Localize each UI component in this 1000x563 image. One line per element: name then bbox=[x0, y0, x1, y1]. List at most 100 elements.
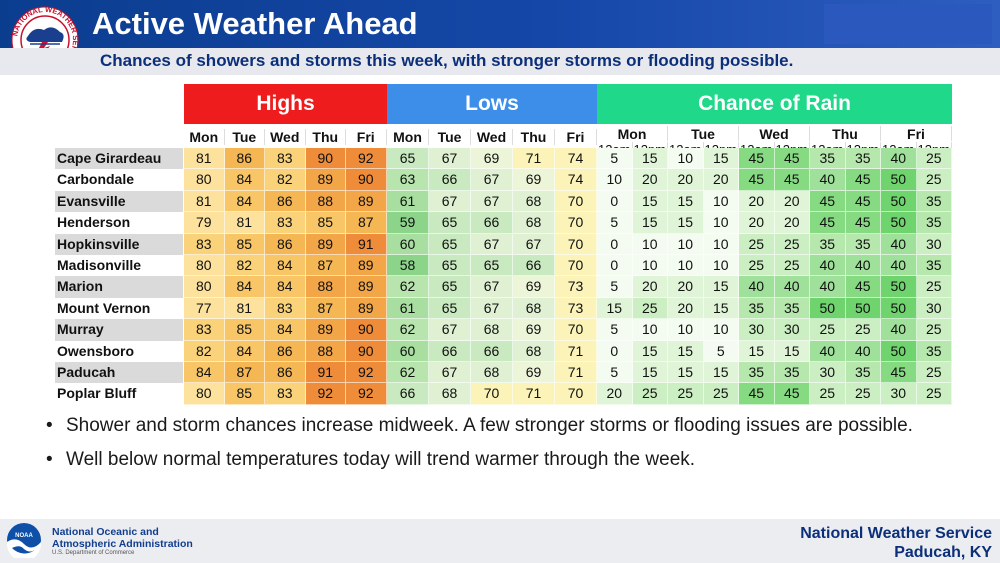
rain-value: 35 bbox=[810, 233, 846, 255]
low-value: 65 bbox=[429, 255, 471, 277]
low-value: 70 bbox=[471, 383, 513, 405]
rain-value: 45 bbox=[739, 169, 775, 191]
rain-value: 25 bbox=[810, 383, 846, 405]
high-value: 85 bbox=[305, 212, 346, 234]
rain-value: 45 bbox=[774, 169, 810, 191]
rain-value: 25 bbox=[739, 233, 775, 255]
noaa-dept: U.S. Department of Commerce bbox=[52, 550, 135, 556]
rain-value: 10 bbox=[632, 255, 668, 277]
high-value: 89 bbox=[305, 233, 346, 255]
rain-value: 40 bbox=[739, 276, 775, 298]
rain-value: 20 bbox=[774, 190, 810, 213]
city-name: Evansville bbox=[55, 190, 183, 213]
lows-day-header: Fri bbox=[555, 129, 597, 145]
high-value: 87 bbox=[305, 297, 346, 320]
rain-value: 20 bbox=[774, 212, 810, 234]
low-value: 68 bbox=[471, 319, 513, 341]
high-value: 84 bbox=[265, 255, 306, 277]
high-value: 85 bbox=[224, 383, 265, 405]
rain-value: 40 bbox=[845, 340, 881, 362]
rain-value: 25 bbox=[845, 319, 881, 341]
rain-value: 0 bbox=[597, 340, 633, 362]
rain-value: 40 bbox=[774, 276, 810, 298]
high-value: 83 bbox=[265, 383, 306, 405]
rain-value: 10 bbox=[703, 319, 739, 341]
low-value: 66 bbox=[513, 255, 555, 277]
city-name: Hopkinsville bbox=[55, 233, 183, 255]
rain-value: 25 bbox=[632, 383, 668, 405]
noaa-name: National Oceanic and Atmospheric Adminis… bbox=[52, 526, 193, 550]
rain-value: 40 bbox=[881, 148, 917, 170]
highs-day-header: Wed bbox=[265, 129, 306, 145]
high-value: 91 bbox=[346, 233, 387, 255]
high-value: 82 bbox=[224, 255, 265, 277]
rain-value: 40 bbox=[810, 255, 846, 277]
low-value: 60 bbox=[387, 233, 429, 255]
rain-value: 50 bbox=[881, 276, 917, 298]
rain-value: 15 bbox=[668, 362, 704, 384]
header-accent-box bbox=[824, 4, 992, 44]
low-value: 70 bbox=[555, 212, 597, 234]
rain-value: 40 bbox=[810, 340, 846, 362]
high-value: 89 bbox=[346, 190, 387, 213]
lows-day-header: Mon bbox=[387, 129, 429, 145]
rain-value: 0 bbox=[597, 190, 633, 213]
high-value: 85 bbox=[224, 319, 265, 341]
low-value: 69 bbox=[471, 148, 513, 170]
highs-day-header: Thu bbox=[305, 129, 346, 145]
high-value: 88 bbox=[305, 190, 346, 213]
rain-value: 25 bbox=[774, 255, 810, 277]
low-value: 61 bbox=[387, 190, 429, 213]
low-value: 70 bbox=[555, 233, 597, 255]
low-value: 62 bbox=[387, 276, 429, 298]
rain-value: 40 bbox=[881, 233, 917, 255]
rain-value: 15 bbox=[632, 190, 668, 213]
high-value: 84 bbox=[224, 190, 265, 213]
low-value: 70 bbox=[555, 319, 597, 341]
rain-value: 35 bbox=[916, 255, 952, 277]
bullet-text: Well below normal temperatures today wil… bbox=[66, 449, 696, 470]
low-value: 70 bbox=[555, 383, 597, 405]
rain-value: 5 bbox=[597, 212, 633, 234]
high-value: 81 bbox=[224, 297, 265, 320]
high-value: 86 bbox=[265, 190, 306, 213]
high-value: 83 bbox=[265, 212, 306, 234]
low-value: 67 bbox=[471, 297, 513, 320]
rain-value: 35 bbox=[845, 233, 881, 255]
rain-value: 20 bbox=[668, 169, 704, 191]
rain-value: 35 bbox=[845, 362, 881, 384]
high-value: 89 bbox=[346, 276, 387, 298]
high-value: 92 bbox=[305, 383, 346, 405]
low-value: 65 bbox=[429, 233, 471, 255]
rain-value: 15 bbox=[632, 212, 668, 234]
rain-value: 15 bbox=[703, 276, 739, 298]
rain-value: 20 bbox=[739, 190, 775, 213]
high-value: 84 bbox=[265, 319, 306, 341]
rain-value: 10 bbox=[597, 169, 633, 191]
rain-value: 20 bbox=[703, 169, 739, 191]
high-value: 84 bbox=[224, 169, 265, 191]
low-value: 66 bbox=[429, 340, 471, 362]
rain-value: 45 bbox=[774, 383, 810, 405]
low-value: 71 bbox=[513, 383, 555, 405]
rain-value: 10 bbox=[632, 233, 668, 255]
low-value: 67 bbox=[429, 148, 471, 170]
high-value: 89 bbox=[305, 319, 346, 341]
high-value: 87 bbox=[224, 362, 265, 384]
city-name: Carbondale bbox=[55, 169, 183, 191]
rain-value: 35 bbox=[845, 148, 881, 170]
rain-value: 15 bbox=[632, 362, 668, 384]
city-name: Murray bbox=[55, 319, 183, 341]
rain-value: 25 bbox=[703, 383, 739, 405]
header-bar bbox=[0, 0, 1000, 48]
rain-value: 10 bbox=[668, 319, 704, 341]
rain-day-header: Fri bbox=[881, 126, 952, 141]
low-value: 69 bbox=[513, 362, 555, 384]
high-value: 83 bbox=[184, 233, 225, 255]
rain-value: 40 bbox=[881, 319, 917, 341]
rain-value: 45 bbox=[845, 276, 881, 298]
page-subtitle: Chances of showers and storms this week,… bbox=[100, 51, 794, 70]
rain-value: 30 bbox=[810, 362, 846, 384]
rain-value: 5 bbox=[597, 319, 633, 341]
city-name: Paducah bbox=[55, 362, 183, 384]
